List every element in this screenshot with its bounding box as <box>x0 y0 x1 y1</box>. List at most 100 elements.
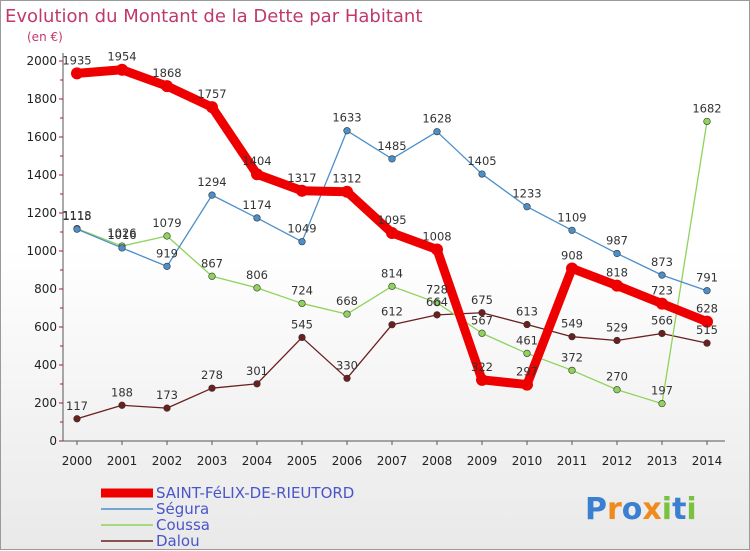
data-point <box>701 315 713 328</box>
data-point <box>476 373 488 386</box>
data-label: 330 <box>336 358 358 372</box>
data-label: 549 <box>561 317 583 331</box>
data-label: 566 <box>651 313 673 327</box>
data-point <box>343 310 351 318</box>
data-label: 1115 <box>62 209 91 223</box>
data-point <box>566 262 578 275</box>
y-tick-label: 400 <box>34 358 57 372</box>
data-point <box>613 249 621 258</box>
data-point <box>656 297 668 310</box>
brand-letter: o <box>622 492 643 527</box>
data-label: 1109 <box>557 210 586 224</box>
data-label: 675 <box>471 293 493 307</box>
brand-letter: i <box>686 492 696 527</box>
data-label: 515 <box>696 323 718 337</box>
data-label: 197 <box>651 384 673 398</box>
data-label: 919 <box>156 246 178 260</box>
data-label: 1174 <box>242 198 271 212</box>
data-point <box>703 117 711 126</box>
data-label: 1682 <box>692 101 721 115</box>
data-point <box>118 401 126 409</box>
y-tick-label: 1200 <box>26 206 57 220</box>
data-point <box>521 378 533 391</box>
y-tick-label: 600 <box>34 320 57 334</box>
y-tick-label: 1400 <box>26 168 57 182</box>
data-label: 1935 <box>62 53 91 67</box>
data-point <box>251 168 263 181</box>
data-label: 567 <box>471 313 493 327</box>
x-tick-label: 2011 <box>557 454 588 468</box>
data-label: 117 <box>66 399 88 413</box>
series-line <box>76 120 708 405</box>
data-label: 173 <box>156 388 178 402</box>
data-point <box>118 244 126 252</box>
data-point <box>611 279 623 292</box>
data-label: 612 <box>381 305 403 319</box>
x-tick-label: 2001 <box>107 454 138 468</box>
y-tick-label: 0 <box>49 434 57 448</box>
data-label: 1317 <box>287 171 316 185</box>
data-point <box>163 232 171 240</box>
data-point <box>613 336 621 345</box>
data-label: 723 <box>651 284 673 298</box>
data-point <box>73 415 81 423</box>
legend-label: SAINT-FéLIX-DE-RIEUTORD <box>156 484 354 502</box>
y-tick-label: 800 <box>34 282 57 296</box>
data-label: 188 <box>111 385 133 399</box>
data-point <box>71 67 83 80</box>
data-label: 664 <box>426 295 448 309</box>
data-label: 545 <box>291 317 313 331</box>
brand-letter: P <box>585 492 607 527</box>
data-label: 1633 <box>332 111 361 125</box>
data-point <box>703 339 711 347</box>
data-point <box>208 384 216 392</box>
data-label: 1026 <box>107 226 136 240</box>
data-point <box>613 386 621 394</box>
data-label: 322 <box>471 360 493 374</box>
axes: 0 200 400 600 800 1000 1200 1400 1600 1800 2000 200… <box>26 53 725 468</box>
legend-label: Dalou <box>156 532 200 550</box>
data-point <box>388 155 396 163</box>
data-label: 1079 <box>152 216 181 230</box>
data-point <box>343 127 351 135</box>
data-label: 1405 <box>467 154 496 168</box>
data-label: 628 <box>696 302 718 316</box>
data-label: 987 <box>606 233 628 247</box>
data-point <box>116 63 128 76</box>
data-label: 724 <box>291 283 313 297</box>
data-point <box>658 399 666 408</box>
data-label: 270 <box>606 370 628 384</box>
data-label: 818 <box>606 266 628 280</box>
x-tick-label: 2003 <box>197 454 228 468</box>
data-point <box>658 271 666 279</box>
data-point <box>298 299 306 308</box>
data-label: 1016 <box>107 228 136 242</box>
data-label: 806 <box>246 268 268 282</box>
data-labels: 117 188 173 278 301 545 330 612 664 675 613 549 529 5… <box>62 50 721 413</box>
data-label: 873 <box>651 255 673 269</box>
data-label: 372 <box>561 350 583 364</box>
data-point <box>296 184 308 197</box>
data-point <box>161 80 173 93</box>
data-point <box>523 349 531 358</box>
data-point <box>386 226 398 239</box>
data-point <box>253 284 261 292</box>
y-tick-label: 200 <box>34 396 57 410</box>
x-tick-label: 2014 <box>692 454 723 468</box>
series-layer <box>71 63 713 423</box>
data-label: 1095 <box>377 213 406 227</box>
proxiti-logo: Proxiti <box>585 492 697 527</box>
data-point <box>163 262 171 270</box>
data-point <box>433 299 441 307</box>
data-point <box>568 226 576 234</box>
data-label: 613 <box>516 305 538 319</box>
data-label: 791 <box>696 271 718 285</box>
y-tick-label: 1600 <box>26 130 57 144</box>
brand-text: Proxiti <box>585 492 697 527</box>
data-label: 867 <box>201 256 223 270</box>
data-point <box>478 309 486 317</box>
data-label: 1868 <box>152 66 181 80</box>
data-point <box>433 311 441 319</box>
data-point <box>478 170 486 178</box>
